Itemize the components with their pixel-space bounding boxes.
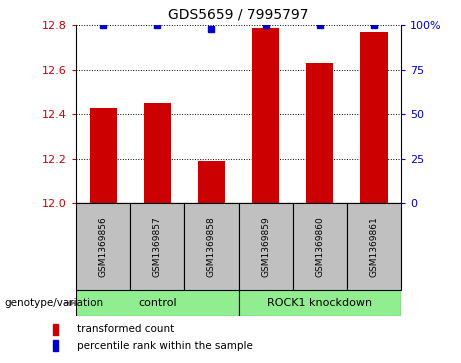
Text: control: control [138,298,177,308]
Text: genotype/variation: genotype/variation [5,298,104,308]
Text: GSM1369858: GSM1369858 [207,216,216,277]
Text: GSM1369860: GSM1369860 [315,216,325,277]
Text: GSM1369859: GSM1369859 [261,216,270,277]
Text: GSM1369856: GSM1369856 [99,216,108,277]
Bar [53,340,58,351]
Text: percentile rank within the sample: percentile rank within the sample [77,341,253,351]
Bar [252,28,279,203]
Bar [198,161,225,203]
Text: transformed count: transformed count [77,324,175,334]
FancyBboxPatch shape [293,203,347,290]
Bar [306,63,333,203]
Title: GDS5659 / 7995797: GDS5659 / 7995797 [168,8,309,21]
FancyBboxPatch shape [184,203,239,290]
Text: ROCK1 knockdown: ROCK1 knockdown [267,298,372,308]
FancyBboxPatch shape [76,290,239,316]
Bar [53,324,58,335]
FancyBboxPatch shape [347,203,401,290]
FancyBboxPatch shape [239,290,401,316]
Bar [361,32,388,203]
Bar [144,103,171,203]
FancyBboxPatch shape [76,203,130,290]
Text: GSM1369861: GSM1369861 [369,216,378,277]
Text: GSM1369857: GSM1369857 [153,216,162,277]
FancyBboxPatch shape [239,203,293,290]
Bar [89,108,117,203]
FancyBboxPatch shape [130,203,184,290]
